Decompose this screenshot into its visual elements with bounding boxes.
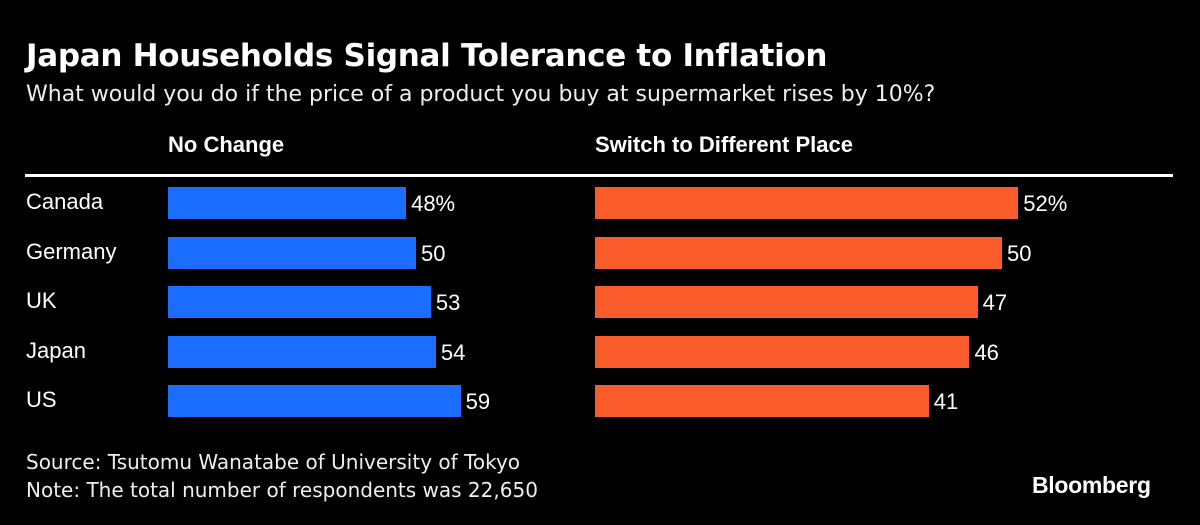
- data-label: 46: [974, 339, 999, 365]
- data-label: 54: [440, 339, 466, 365]
- data-label: 50: [421, 240, 446, 266]
- data-label: 59: [465, 389, 491, 414]
- country-label: Canada: [26, 189, 104, 214]
- chart-title: Japan Households Signal Tolerance to Inf…: [26, 38, 828, 74]
- bar-switch: [595, 286, 978, 318]
- country-label: US: [26, 387, 57, 412]
- data-label: 47: [982, 290, 1008, 315]
- bar-no-change: [168, 187, 407, 219]
- bar-no-change: [168, 236, 416, 269]
- bar-no-change: [168, 385, 461, 417]
- data-label: 53: [435, 290, 461, 315]
- data-label: 50: [1007, 240, 1032, 266]
- bar-switch: [595, 385, 929, 417]
- respondents-note: Note: The total number of respondents wa…: [26, 478, 538, 502]
- source-note: Source: Tsutomu Wanatabe of University o…: [26, 450, 521, 474]
- chart-subtitle: What would you do if the price of a prod…: [26, 82, 936, 107]
- bar-no-change: [168, 335, 436, 368]
- bar-switch: [595, 236, 1002, 269]
- header-rule: [25, 174, 1173, 177]
- bar-switch: [595, 335, 970, 368]
- bar-no-change: [168, 286, 431, 318]
- series-header-switch: Switch to Different Place: [595, 132, 853, 157]
- data-label: 52%: [1023, 191, 1068, 216]
- country-label: UK: [26, 288, 57, 313]
- bar-switch: [595, 187, 1019, 219]
- country-label: Japan: [26, 337, 86, 363]
- country-label: Germany: [26, 238, 117, 264]
- series-header-no-change: No Change: [168, 132, 285, 157]
- data-label: 41: [933, 389, 959, 414]
- data-label: 48%: [411, 191, 456, 216]
- bloomberg-logo: Bloomberg: [1032, 472, 1151, 498]
